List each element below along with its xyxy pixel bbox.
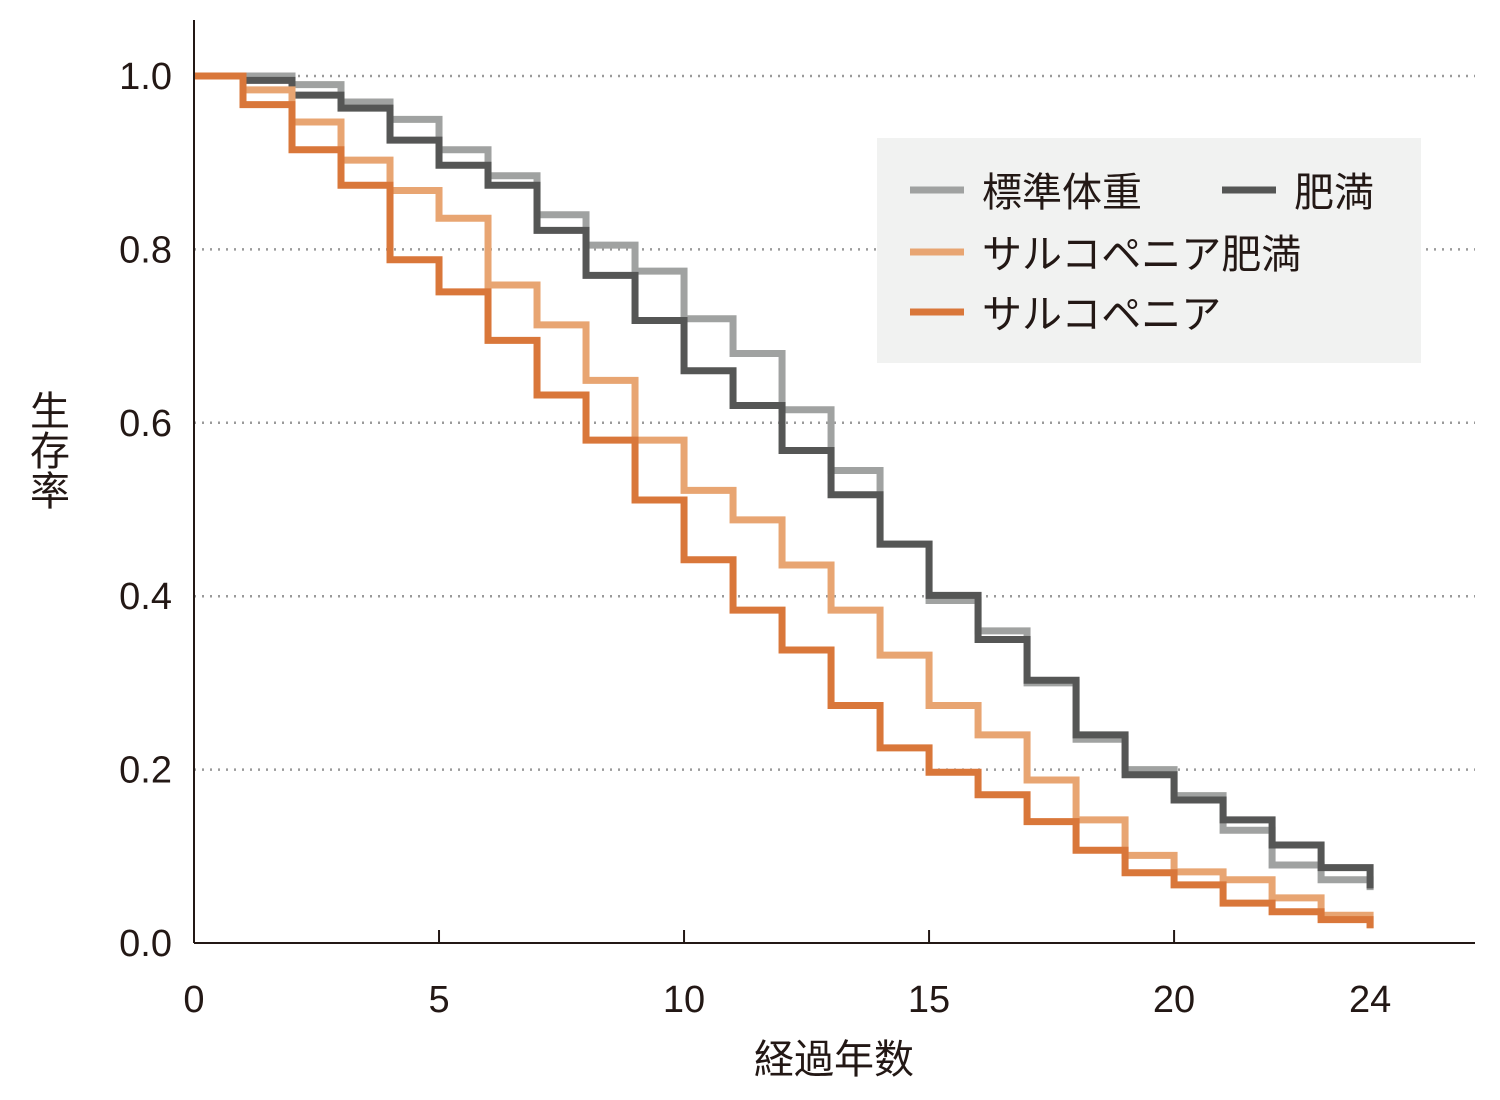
- series-lines: [194, 72, 1374, 929]
- x-axis-label: 経過年数: [754, 1037, 914, 1083]
- x-tick-label: 10: [663, 979, 705, 1021]
- legend-label: 肥満: [1294, 170, 1374, 216]
- series-line-3: [194, 72, 1374, 929]
- y-tick-label: 0.8: [119, 229, 172, 271]
- y-ticks: 0.0 0.2 0.4 0.6 0.8 1.0: [119, 56, 172, 965]
- x-tick-label: 24: [1349, 979, 1391, 1021]
- y-tick-label: 0.6: [119, 403, 172, 445]
- y-tick-label: 0.4: [119, 576, 172, 618]
- x-ticks: 0 5 10 15 20 24: [183, 930, 1391, 1021]
- legend-label: サルコペニア: [982, 292, 1221, 338]
- x-tick-label: 20: [1153, 979, 1195, 1021]
- series-line-1: [194, 72, 1374, 889]
- y-tick-label: 1.0: [119, 56, 172, 98]
- y-tick-label: 0.2: [119, 750, 172, 792]
- series-line-0: [194, 72, 1374, 891]
- y-axis-label: 生存率: [23, 390, 69, 510]
- x-tick-label: 15: [908, 979, 950, 1021]
- legend-label: サルコペニア肥満: [982, 232, 1301, 278]
- y-tick-label: 0.0: [119, 923, 172, 965]
- x-tick-label: 0: [183, 979, 204, 1021]
- x-tick-label: 5: [428, 979, 449, 1021]
- legend-label: 標準体重: [982, 170, 1142, 216]
- legend-background: [877, 138, 1421, 363]
